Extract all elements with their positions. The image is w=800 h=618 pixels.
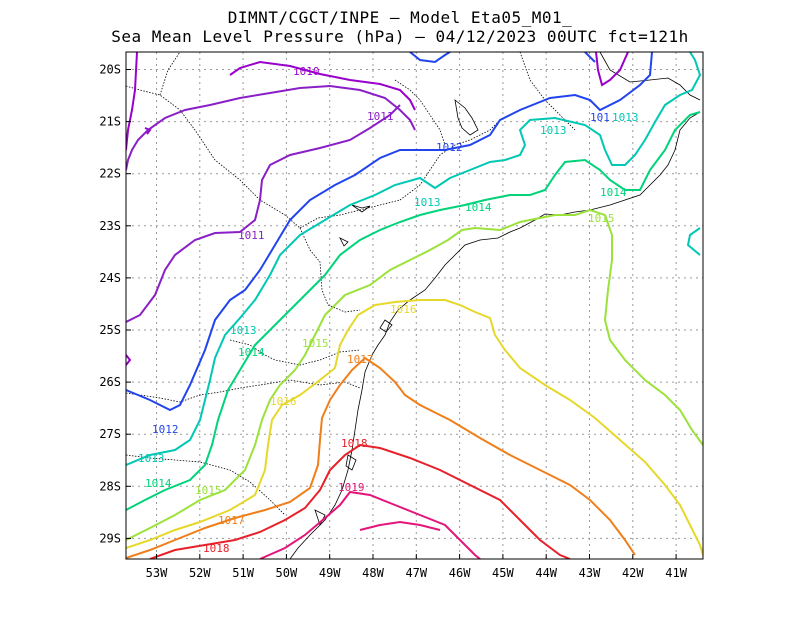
lon-label: 47W	[405, 566, 427, 580]
contour-label: 1014	[465, 201, 492, 214]
lon-label: 42W	[622, 566, 644, 580]
isobar-1010	[229, 60, 416, 111]
contour-label: 1014	[600, 186, 627, 199]
contour-label: 1015	[588, 212, 615, 225]
isobar-1012	[126, 52, 653, 412]
isobar-1010-east	[595, 52, 629, 87]
contour-label: 1018	[203, 542, 230, 555]
isobars	[126, 52, 703, 559]
lon-label: 53W	[146, 566, 168, 580]
lat-label: 29S	[99, 531, 121, 545]
contour-label: 1010	[293, 65, 320, 78]
lat-label: 21S	[99, 115, 121, 129]
contour-label: 1015	[302, 337, 329, 350]
contour-label: 1015	[195, 484, 222, 497]
lat-label: 23S	[99, 219, 121, 233]
contour-label: 1017	[218, 514, 245, 527]
lon-label: 45W	[492, 566, 514, 580]
contour-label: 1013	[230, 324, 257, 337]
contour-label: 1013	[138, 452, 165, 465]
isobar-1014	[126, 111, 701, 511]
lon-label: 44W	[535, 566, 557, 580]
contour-label: 1013	[612, 111, 639, 124]
isobar-1018	[149, 443, 571, 559]
contour-label: 1012	[152, 423, 179, 436]
isobar-1010-west	[126, 52, 138, 151]
axis-ticks	[126, 69, 677, 559]
lat-label: 26S	[99, 375, 121, 389]
lat-label: 22S	[99, 167, 121, 181]
lon-label: 52W	[189, 566, 211, 580]
lon-label: 51W	[232, 566, 254, 580]
contour-label: 1012	[436, 141, 463, 154]
x-axis-labels: 53W 52W 51W 50W 49W 48W 47W 46W 45W 44W 43W 42W 41W	[146, 566, 688, 580]
contour-label: 1017	[347, 353, 374, 366]
lon-label: 46W	[449, 566, 471, 580]
contour-label: 1018	[341, 437, 368, 450]
isobar-1013	[126, 52, 702, 466]
contour-label: 1014	[145, 477, 172, 490]
contour-label: 1011	[238, 229, 265, 242]
contour-label: 1016	[270, 395, 297, 408]
plot-frame	[125, 51, 704, 560]
lon-label: 49W	[319, 566, 341, 580]
lat-label: 28S	[99, 479, 121, 493]
contour-label: 1011	[367, 110, 394, 123]
y-axis-labels: 20S 21S 22S 23S 24S 25S 26S 27S 28S 29S	[99, 63, 121, 546]
title-line-2: Sea Mean Level Pressure (hPa) – 04/12/20…	[111, 27, 689, 46]
isobar-1016	[126, 299, 703, 556]
isobar-1019	[259, 490, 481, 559]
isobar-1011-south	[126, 104, 401, 323]
isobar-1011	[126, 84, 416, 171]
contour-label: 1014	[238, 346, 265, 359]
contour-label: 1013	[540, 124, 567, 137]
lat-label: 24S	[99, 271, 121, 285]
isobar-1015	[126, 208, 703, 541]
contour-labels: 1010 1011 1011 1012 1012 101 1013 1013 1…	[138, 65, 639, 555]
lat-label: 20S	[99, 63, 121, 77]
contour-label: 1019	[338, 481, 365, 494]
contour-label: 101	[590, 111, 610, 124]
contour-label: 1013	[414, 196, 441, 209]
title-line-1: DIMNT/CGCT/INPE – Model Eta05_M01_	[227, 8, 573, 27]
lon-label: 50W	[276, 566, 298, 580]
lat-label: 25S	[99, 323, 121, 337]
lat-label: 27S	[99, 427, 121, 441]
isobar-1017	[126, 356, 636, 559]
lon-label: 41W	[665, 566, 687, 580]
lon-label: 48W	[362, 566, 384, 580]
contour-label: 1016	[390, 303, 417, 316]
lon-label: 43W	[579, 566, 601, 580]
political-borders	[126, 52, 701, 559]
